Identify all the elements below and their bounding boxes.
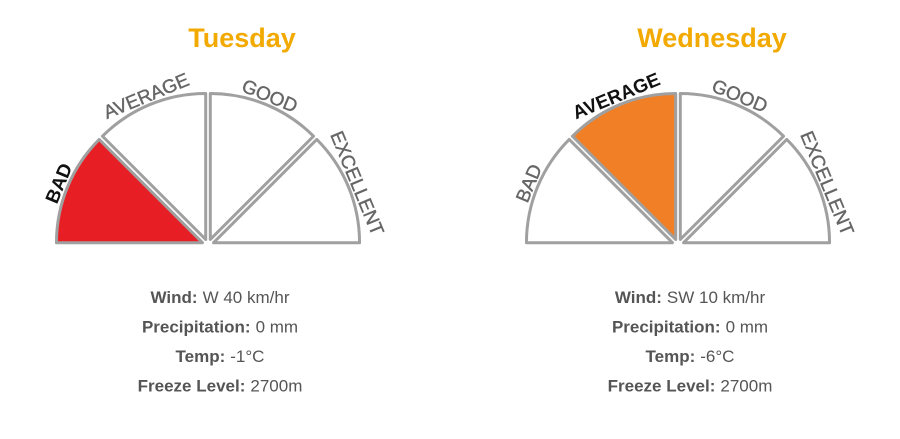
gauge-segment <box>524 137 674 245</box>
detail-label: Temp: <box>176 347 226 366</box>
detail-label: Precipitation: <box>142 318 251 337</box>
detail-label: Wind: <box>615 288 662 307</box>
detail-line: Freeze Level: 2700m <box>608 377 773 396</box>
detail-line: Temp: -6°C <box>646 347 735 366</box>
detail-value: -6°C <box>700 347 734 366</box>
detail-value: 2700m <box>720 377 772 396</box>
gauge-segment <box>682 137 832 245</box>
day-title: Tuesday <box>188 23 296 53</box>
day-title: Wednesday <box>637 23 787 53</box>
gauge-segment <box>678 91 786 241</box>
detail-value: -1°C <box>230 347 264 366</box>
detail-value: 0 mm <box>256 318 299 337</box>
detail-line: Temp: -1°C <box>176 347 265 366</box>
detail-label: Temp: <box>646 347 696 366</box>
gauge-segment <box>208 91 316 241</box>
detail-value: 2700m <box>250 377 302 396</box>
detail-label: Precipitation: <box>612 318 721 337</box>
detail-line: Wind: W 40 km/hr <box>151 288 290 307</box>
detail-line: Freeze Level: 2700m <box>138 377 303 396</box>
detail-label: Freeze Level: <box>138 377 246 396</box>
detail-value: 0 mm <box>726 318 769 337</box>
detail-line: Wind: SW 10 km/hr <box>615 288 766 307</box>
detail-label: Wind: <box>151 288 198 307</box>
gauge-segment <box>100 91 208 241</box>
detail-line: Precipitation: 0 mm <box>142 318 298 337</box>
gauge-segment <box>54 137 204 245</box>
detail-label: Freeze Level: <box>608 377 716 396</box>
gauge-segment <box>570 91 678 241</box>
detail-line: Precipitation: 0 mm <box>612 318 768 337</box>
gauge-segment <box>212 137 362 245</box>
detail-value: SW 10 km/hr <box>667 288 766 307</box>
detail-value: W 40 km/hr <box>203 288 290 307</box>
